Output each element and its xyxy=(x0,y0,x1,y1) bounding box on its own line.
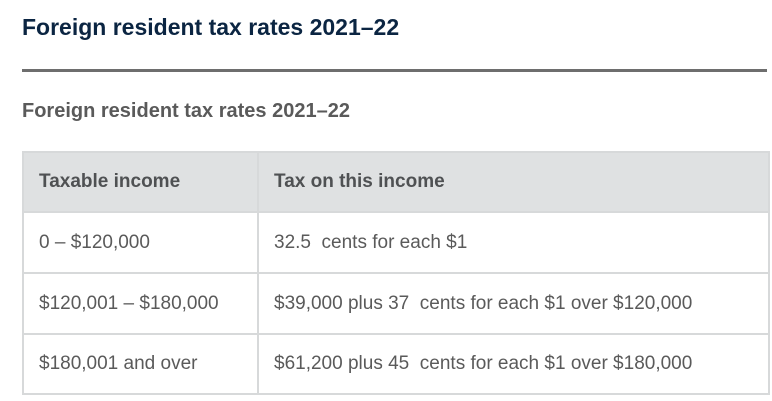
taxable-income-cell: 0 – $120,000 xyxy=(22,211,259,274)
tax-on-income-cell: 32.5 cents for each $1 xyxy=(257,211,770,274)
column-header-taxable-income: Taxable income xyxy=(22,151,259,213)
heading-divider xyxy=(22,69,767,72)
table-header-row: Taxable income Tax on this income xyxy=(22,151,770,213)
table-row: $180,001 and over $61,200 plus 45 cents … xyxy=(22,333,770,395)
column-header-tax-on-income: Tax on this income xyxy=(257,151,770,213)
tax-on-income-cell: $61,200 plus 45 cents for each $1 over $… xyxy=(257,333,770,395)
taxable-income-cell: $180,001 and over xyxy=(22,333,259,395)
page-title: Foreign resident tax rates 2021–22 xyxy=(22,14,400,40)
tax-rates-table: Taxable income Tax on this income 0 – $1… xyxy=(22,151,770,395)
table-row: $120,001 – $180,000 $39,000 plus 37 cent… xyxy=(22,272,770,335)
table-caption: Foreign resident tax rates 2021–22 xyxy=(22,100,350,122)
taxable-income-cell: $120,001 – $180,000 xyxy=(22,272,259,335)
tax-on-income-cell: $39,000 plus 37 cents for each $1 over $… xyxy=(257,272,770,335)
table-row: 0 – $120,000 32.5 cents for each $1 xyxy=(22,211,770,274)
